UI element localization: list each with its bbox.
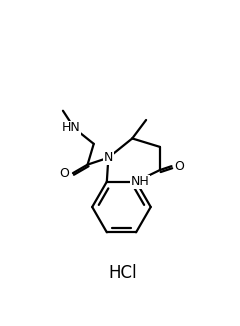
Text: NH: NH [131, 175, 149, 188]
Text: HN: HN [62, 121, 81, 134]
Text: O: O [60, 167, 69, 180]
Text: O: O [174, 160, 184, 173]
Text: N: N [104, 151, 113, 164]
Text: HCl: HCl [109, 264, 137, 282]
